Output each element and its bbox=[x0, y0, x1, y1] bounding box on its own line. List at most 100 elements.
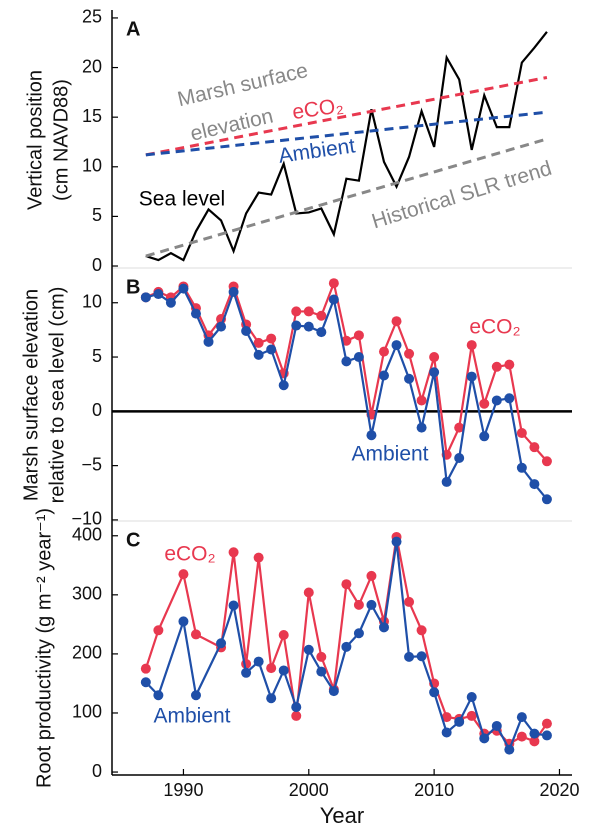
data-point bbox=[153, 625, 164, 636]
data-point bbox=[416, 395, 427, 406]
y-axis-title: Root productivity (g m⁻² year⁻¹) bbox=[33, 508, 55, 788]
data-point bbox=[491, 361, 502, 372]
data-point bbox=[278, 380, 289, 391]
x-tick-label: 1990 bbox=[163, 780, 203, 800]
y-tick-label: 100 bbox=[72, 702, 102, 722]
data-point bbox=[165, 297, 176, 308]
data-point bbox=[328, 278, 339, 289]
data-point bbox=[441, 727, 452, 738]
y-tick-label: −10 bbox=[71, 509, 102, 529]
series-line bbox=[145, 110, 548, 157]
annotation: eCO₂ bbox=[291, 94, 345, 124]
data-point bbox=[253, 349, 264, 360]
data-point bbox=[341, 641, 352, 652]
y-axis-title: Marsh surface elevation bbox=[20, 289, 42, 501]
data-point bbox=[366, 430, 377, 441]
x-tick-label: 2020 bbox=[539, 780, 579, 800]
data-point bbox=[178, 283, 189, 294]
data-point bbox=[529, 736, 540, 747]
data-point bbox=[291, 710, 302, 721]
data-point bbox=[466, 692, 477, 703]
data-point bbox=[516, 712, 527, 723]
y-axis-title: relative to sea level (cm) bbox=[46, 287, 68, 504]
y-tick-label: 400 bbox=[72, 525, 102, 545]
data-point bbox=[178, 569, 189, 580]
data-point bbox=[479, 431, 490, 442]
data-point bbox=[228, 286, 239, 297]
data-point bbox=[316, 310, 327, 321]
data-point bbox=[454, 422, 465, 433]
data-point bbox=[316, 666, 327, 677]
y-tick-label: 15 bbox=[82, 106, 102, 126]
annotation: eCO₂ bbox=[164, 543, 215, 566]
data-point bbox=[241, 667, 252, 678]
y-tick-label: 200 bbox=[72, 643, 102, 663]
y-tick-label: 5 bbox=[92, 205, 102, 225]
data-point bbox=[216, 321, 227, 332]
data-point bbox=[404, 651, 415, 662]
series-line bbox=[145, 31, 548, 262]
data-point bbox=[479, 398, 490, 409]
data-point bbox=[504, 744, 515, 755]
data-point bbox=[316, 327, 327, 338]
data-point bbox=[353, 352, 364, 363]
data-point bbox=[378, 370, 389, 381]
data-point bbox=[416, 422, 427, 433]
data-point bbox=[429, 352, 440, 363]
data-point bbox=[190, 629, 201, 640]
y-tick-label: 0 bbox=[92, 400, 102, 420]
data-point bbox=[303, 321, 314, 332]
data-point bbox=[328, 686, 339, 697]
data-point bbox=[404, 348, 415, 359]
data-point bbox=[341, 579, 352, 590]
y-tick-label: 0 bbox=[92, 761, 102, 781]
data-point bbox=[529, 728, 540, 739]
x-axis-title: Year bbox=[320, 803, 364, 828]
annotation: Sea level bbox=[139, 188, 225, 211]
data-point bbox=[516, 462, 527, 473]
y-axis-title: Vertical position bbox=[24, 70, 46, 210]
data-point bbox=[378, 346, 389, 357]
data-point bbox=[178, 616, 189, 627]
y-tick-label: 5 bbox=[92, 346, 102, 366]
data-point bbox=[278, 630, 289, 641]
y-tick-label: 10 bbox=[82, 156, 102, 176]
data-point bbox=[529, 479, 540, 490]
x-tick-label: 2000 bbox=[289, 780, 329, 800]
data-point bbox=[416, 651, 427, 662]
data-point bbox=[153, 289, 164, 300]
data-point bbox=[153, 690, 164, 701]
data-point bbox=[253, 552, 264, 563]
data-point bbox=[441, 476, 452, 487]
y-tick-label: 10 bbox=[82, 291, 102, 311]
series-line bbox=[145, 137, 548, 258]
data-point bbox=[529, 442, 540, 453]
data-point bbox=[140, 677, 151, 688]
data-point bbox=[291, 320, 302, 331]
data-point bbox=[366, 599, 377, 610]
annotation: Ambient bbox=[153, 705, 230, 728]
y-tick-label: 25 bbox=[82, 7, 102, 27]
annotation: Marsh surface bbox=[175, 59, 310, 111]
x-tick-label: 2010 bbox=[414, 780, 454, 800]
panel-label: C bbox=[126, 529, 140, 551]
data-point bbox=[404, 596, 415, 607]
data-point bbox=[541, 730, 552, 741]
y-axis-title: (cm NAVD88) bbox=[50, 79, 72, 201]
data-point bbox=[228, 547, 239, 558]
data-point bbox=[241, 325, 252, 336]
y-tick-label: 300 bbox=[72, 584, 102, 604]
data-point bbox=[391, 340, 402, 351]
data-point bbox=[466, 710, 477, 721]
data-point bbox=[404, 373, 415, 384]
data-point bbox=[479, 733, 490, 744]
annotation: eCO₂ bbox=[469, 316, 520, 339]
data-point bbox=[353, 628, 364, 639]
data-point bbox=[353, 599, 364, 610]
data-point bbox=[228, 600, 239, 611]
data-point bbox=[441, 712, 452, 723]
data-point bbox=[266, 344, 277, 355]
data-point bbox=[454, 453, 465, 464]
data-point bbox=[203, 336, 214, 347]
panel-label: A bbox=[126, 18, 140, 40]
